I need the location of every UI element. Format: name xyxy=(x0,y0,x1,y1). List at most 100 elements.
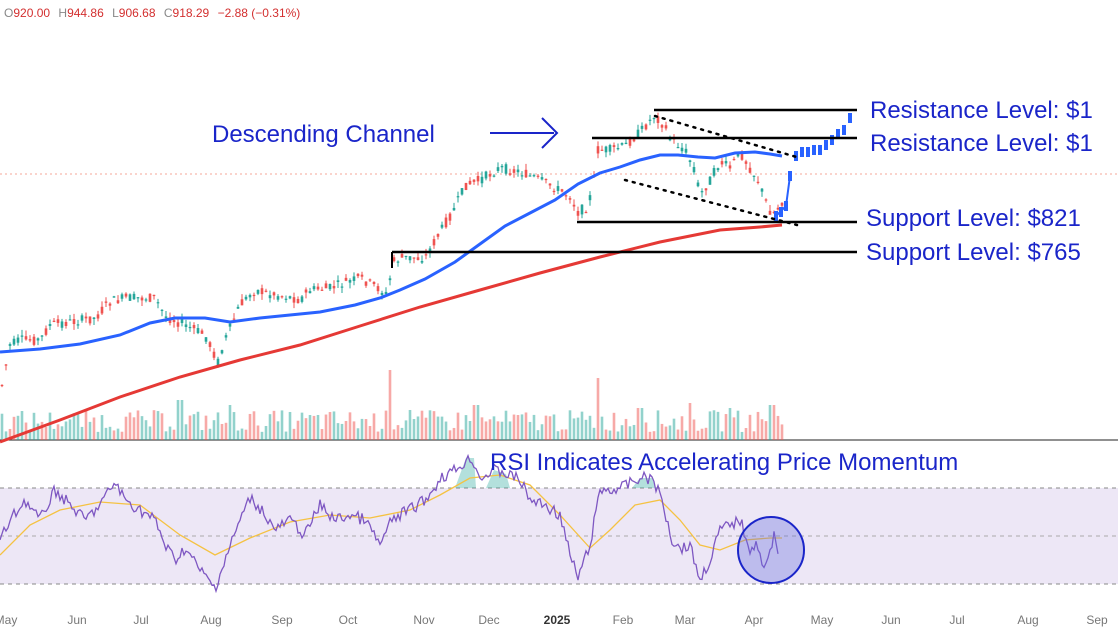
candle-body xyxy=(444,217,448,228)
volume-bar xyxy=(16,415,20,440)
candle-body xyxy=(288,296,292,299)
candle-body xyxy=(468,180,472,185)
volume-bar xyxy=(408,410,412,440)
rsi-band xyxy=(0,488,1118,584)
volume-bar xyxy=(372,413,376,440)
x-axis-label: Jul xyxy=(133,613,148,627)
candle-body xyxy=(636,129,640,139)
volume-bar xyxy=(124,416,128,440)
candle-body xyxy=(568,198,572,200)
arrow-head-icon xyxy=(541,117,559,149)
candle-body xyxy=(124,293,128,297)
x-axis-label: Sep xyxy=(271,613,293,627)
volume-bar xyxy=(776,415,780,440)
channel-label: Descending Channel xyxy=(212,121,435,148)
volume-bar xyxy=(176,400,180,440)
candle-body xyxy=(732,158,736,161)
volume-bar xyxy=(272,410,276,440)
candle-body xyxy=(524,169,528,178)
volume-bar xyxy=(280,410,284,440)
candle-body xyxy=(284,298,288,300)
candle-body xyxy=(564,195,568,197)
volume-bar xyxy=(632,424,636,440)
volume-bar xyxy=(608,430,612,440)
volume-bar xyxy=(476,405,480,440)
volume-bar xyxy=(248,413,252,440)
x-axis-label: Jun xyxy=(67,613,86,627)
volume-bar xyxy=(164,431,168,440)
volume-bar xyxy=(172,429,176,440)
candle-body xyxy=(184,324,188,328)
volume-bar xyxy=(64,421,68,440)
low-value: 906.68 xyxy=(118,6,156,20)
candle-body xyxy=(240,299,244,306)
close-value: 918.29 xyxy=(172,6,210,20)
candle-body xyxy=(104,301,108,303)
x-axis-label: Oct xyxy=(339,613,358,627)
candle-body xyxy=(160,309,164,312)
candle-body xyxy=(60,321,64,328)
candle-body xyxy=(528,175,532,177)
volume-bar xyxy=(400,427,404,440)
volume-bar xyxy=(652,431,656,440)
candle-body xyxy=(388,278,392,281)
candle-body xyxy=(40,335,44,337)
volume-bar xyxy=(500,421,504,440)
volume-bar xyxy=(140,416,144,440)
volume-bar xyxy=(432,411,436,440)
volume-bar xyxy=(180,400,184,440)
volume-bar xyxy=(452,427,456,440)
channel-line-lower xyxy=(623,178,799,227)
volume-bar xyxy=(4,431,8,440)
candle-body xyxy=(224,335,228,338)
candle-body xyxy=(192,325,196,329)
candle-body xyxy=(516,169,520,173)
volume-bar xyxy=(532,414,536,440)
volume-bar xyxy=(520,414,524,440)
candle-body xyxy=(632,139,636,142)
rsi-overbought-area xyxy=(455,458,476,488)
volume-bar xyxy=(116,428,120,440)
volume-bar xyxy=(232,412,236,440)
volume-bar xyxy=(44,427,48,440)
volume-bar xyxy=(636,408,640,440)
projection-bar xyxy=(848,113,852,123)
candle-body xyxy=(340,286,344,288)
candle-body xyxy=(580,204,584,215)
candle-body xyxy=(88,316,92,324)
x-axis-label: Jul xyxy=(949,613,964,627)
candle-body xyxy=(460,188,464,195)
candle-body xyxy=(300,296,304,302)
volume-bar xyxy=(640,408,644,440)
candle-body xyxy=(64,321,68,326)
candle-body xyxy=(244,296,248,300)
projection-line xyxy=(775,175,791,217)
candle-body xyxy=(508,173,512,175)
candle-body xyxy=(704,188,708,191)
candle-body xyxy=(248,294,252,298)
volume-bar xyxy=(40,421,44,440)
volume-bar xyxy=(276,421,280,440)
candle-body xyxy=(372,281,376,285)
candles xyxy=(0,112,784,388)
candle-body xyxy=(652,117,656,120)
volume-bar xyxy=(692,419,696,440)
candle-body xyxy=(408,256,412,261)
volume-bar xyxy=(160,413,164,440)
candle-body xyxy=(200,330,204,334)
volume-bar xyxy=(708,411,712,440)
candle-body xyxy=(452,207,456,211)
candle-body xyxy=(700,191,704,193)
ma200-line xyxy=(0,223,783,444)
candle-body xyxy=(628,138,632,146)
volume-bar xyxy=(744,428,748,440)
volume-bar xyxy=(664,426,668,440)
candle-body xyxy=(740,152,744,160)
candle-body xyxy=(292,297,296,303)
volume-bar xyxy=(264,425,268,440)
candle-body xyxy=(380,292,384,296)
candle-body xyxy=(204,337,208,342)
volume-bar xyxy=(72,413,76,440)
volume-bar xyxy=(672,418,676,440)
candle-body xyxy=(360,274,364,277)
